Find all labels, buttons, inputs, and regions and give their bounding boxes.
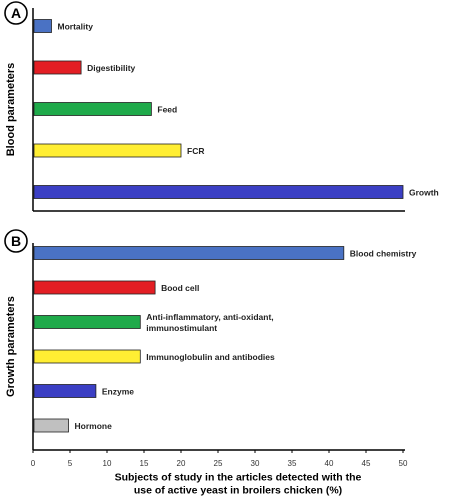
bar-label-3: Immunoglobulin and antibodies	[146, 352, 275, 362]
bar-4	[33, 384, 97, 398]
panel-b: B Growth parameters Blood chemistry Bood ce…	[4, 229, 417, 497]
bar-label-1: Digestibility	[87, 63, 135, 73]
bar-label-2: Feed	[157, 105, 177, 115]
panel-label: A	[11, 5, 21, 21]
x-tick-label-5: 25	[214, 459, 223, 468]
bar-0	[33, 19, 52, 33]
bar-3	[33, 349, 141, 364]
x-tick-label-7: 35	[288, 459, 297, 468]
x-tick-label-3: 15	[140, 459, 149, 468]
bar-1	[33, 280, 156, 295]
bar-1	[33, 60, 82, 75]
x-tick-label-8: 40	[325, 459, 334, 468]
panel-label-circle	[4, 229, 28, 253]
x-tick-label-9: 45	[362, 459, 371, 468]
bar-label-4: Growth	[409, 188, 439, 198]
x-tick-label-0: 0	[31, 459, 36, 468]
x-tick-label-6: 30	[251, 459, 260, 468]
bar-label-0: Mortality	[58, 22, 94, 32]
y-axis-label: Growth parameters	[5, 296, 17, 397]
bar-5	[33, 418, 69, 433]
x-tick-label-10: 50	[399, 459, 408, 468]
x-axis-label: Subjects of study in the articles detect…	[115, 471, 362, 496]
y-axis-label: Blood parameters	[5, 63, 17, 157]
bar-label-5: Hormone	[75, 421, 113, 431]
bar-label-0: Blood chemistry	[350, 249, 417, 259]
bar-label-4: Enzyme	[102, 387, 134, 397]
bar-4	[33, 185, 404, 199]
bar-label-3: FCR	[187, 146, 204, 156]
bar-label-2: Anti-inflammatory, anti-oxidant, immunost…	[146, 312, 273, 333]
x-tick-label-1: 5	[68, 459, 73, 468]
panel-label-circle	[4, 1, 28, 25]
bar-2	[33, 102, 152, 116]
x-tick-label-4: 20	[177, 459, 186, 468]
bar-2	[33, 315, 141, 329]
panel-label: B	[11, 233, 21, 249]
panel-a: A Blood parameters Mortality Digestibility F…	[4, 1, 439, 212]
bar-label-1: Bood cell	[161, 283, 199, 293]
x-tick-label-2: 10	[103, 459, 112, 468]
bar-3	[33, 143, 182, 158]
bar-0	[33, 246, 345, 260]
